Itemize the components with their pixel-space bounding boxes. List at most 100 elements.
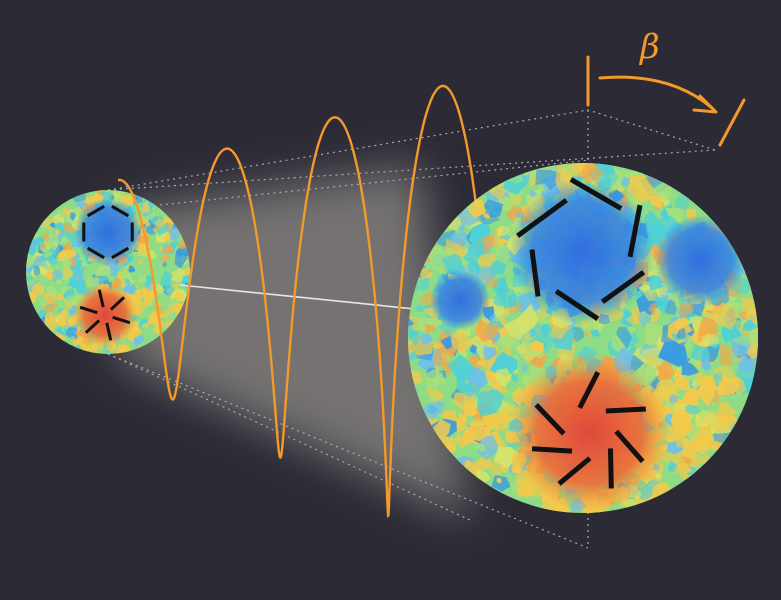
map-patch	[80, 266, 86, 271]
map-patch	[625, 312, 641, 326]
map-patch	[51, 269, 64, 283]
map-patch	[458, 380, 480, 397]
map-patch	[477, 389, 504, 418]
map-patch	[616, 326, 633, 349]
map-patch	[670, 408, 692, 430]
ring-bar	[516, 198, 568, 238]
large-sphere	[408, 163, 758, 513]
ring-bar	[627, 204, 643, 258]
map-patch	[469, 355, 478, 364]
map-patch	[41, 233, 50, 243]
map-patch	[625, 326, 637, 336]
map-patch	[510, 373, 519, 383]
star-bar	[97, 289, 105, 308]
map-patch	[648, 302, 657, 316]
map-patch	[38, 265, 47, 276]
map-patch	[674, 465, 683, 474]
map-patch	[453, 434, 471, 449]
map-patch	[742, 319, 757, 332]
map-patch	[415, 317, 432, 333]
map-patch	[620, 308, 634, 328]
map-patch	[41, 245, 53, 258]
map-patch	[649, 195, 662, 209]
map-patch	[70, 212, 76, 221]
map-patch	[520, 487, 534, 497]
map-patch	[421, 333, 433, 345]
map-patch	[62, 257, 73, 267]
map-patch	[138, 260, 143, 265]
hot-spot	[510, 352, 670, 512]
map-patch	[521, 363, 528, 372]
guide-line	[107, 353, 589, 549]
map-patch	[529, 339, 545, 354]
map-patch	[678, 332, 694, 343]
map-patch	[141, 322, 149, 330]
map-patch	[649, 308, 662, 323]
map-patch	[169, 267, 185, 282]
map-patch	[56, 293, 64, 301]
map-patch	[462, 432, 474, 445]
small-sphere-polarization-bars	[79, 204, 134, 341]
map-patch	[408, 317, 415, 327]
map-patch	[695, 371, 711, 394]
map-patch	[26, 275, 34, 282]
map-patch	[463, 239, 484, 266]
map-patch	[483, 345, 497, 361]
ring-bar	[554, 289, 600, 321]
map-patch	[32, 281, 45, 296]
map-patch	[409, 331, 420, 347]
map-patch	[58, 209, 65, 218]
map-patch	[142, 200, 151, 213]
cold-region	[655, 215, 745, 305]
cold-region	[430, 270, 490, 330]
map-patch	[495, 368, 512, 388]
star-bar	[105, 322, 113, 341]
map-patch	[134, 287, 148, 301]
polarization-helix	[117, 84, 496, 519]
map-patch	[477, 253, 497, 268]
ring-bar	[86, 246, 105, 260]
map-patch	[489, 352, 518, 377]
map-patch	[719, 344, 730, 356]
light-cone-glow	[120, 165, 470, 520]
map-patch	[448, 232, 468, 247]
map-patch	[174, 250, 188, 269]
map-patch	[469, 399, 477, 410]
map-patch	[63, 295, 79, 307]
star-bar	[79, 305, 98, 315]
map-patch	[442, 253, 465, 274]
map-patch	[152, 326, 162, 334]
map-patch	[738, 355, 755, 370]
map-patch	[448, 214, 462, 231]
ring-bar	[569, 177, 623, 211]
map-patch	[477, 435, 501, 461]
map-patch	[695, 432, 704, 440]
map-patch	[718, 412, 742, 427]
map-patch	[718, 377, 740, 396]
map-patch	[673, 375, 688, 391]
rotated-tick	[718, 98, 746, 147]
map-patch	[466, 366, 488, 389]
map-patch	[463, 460, 474, 467]
map-patch	[440, 411, 452, 420]
map-patch	[153, 223, 161, 231]
map-patch	[33, 265, 41, 276]
map-patch	[120, 194, 135, 206]
star-bar	[605, 406, 646, 414]
map-patch	[496, 477, 502, 484]
map-patch	[489, 378, 501, 392]
map-patch	[445, 347, 457, 359]
map-patch	[669, 394, 679, 404]
map-patch	[124, 278, 132, 287]
map-patch	[43, 323, 55, 336]
connector-line	[179, 284, 426, 311]
map-patch	[701, 358, 712, 371]
map-patch	[78, 278, 87, 290]
map-patch	[49, 222, 56, 229]
map-patch	[636, 312, 652, 327]
map-patch	[641, 346, 663, 370]
map-patch	[493, 416, 501, 427]
angle-label: β	[638, 27, 660, 67]
map-patch	[468, 221, 491, 250]
